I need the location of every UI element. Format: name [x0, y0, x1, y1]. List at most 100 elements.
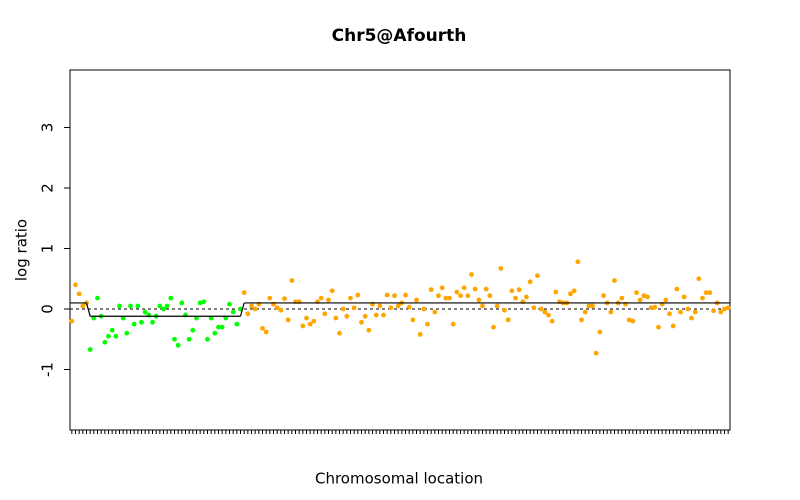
point: [102, 339, 108, 345]
point: [414, 297, 419, 303]
point: [150, 319, 155, 325]
point: [241, 290, 247, 296]
point: [436, 293, 441, 299]
point: [648, 305, 654, 311]
point: [219, 324, 225, 330]
point: [109, 327, 115, 333]
point: [348, 295, 353, 301]
point: [689, 315, 694, 321]
point: [212, 330, 218, 336]
point: [260, 325, 265, 331]
point: [205, 336, 210, 342]
point: [135, 303, 141, 309]
point: [322, 311, 328, 317]
point: [278, 307, 284, 313]
point: [582, 309, 588, 315]
point: [417, 332, 423, 337]
point: [469, 272, 474, 277]
point: [113, 333, 119, 339]
segment-join: [239, 302, 245, 317]
point: [498, 266, 504, 271]
point: [579, 317, 584, 323]
point: [476, 297, 482, 303]
point: [480, 303, 485, 309]
point: [355, 292, 361, 298]
point: [447, 295, 452, 301]
point: [696, 276, 702, 282]
point: [513, 295, 518, 301]
point: [538, 306, 544, 312]
point: [117, 303, 122, 309]
point: [333, 315, 339, 321]
point: [432, 309, 438, 315]
point: [535, 273, 540, 279]
plot-frame: [69, 69, 731, 431]
point: [234, 321, 240, 327]
point: [612, 278, 617, 283]
point: [454, 289, 460, 295]
point: [157, 303, 163, 309]
point: [329, 288, 335, 294]
point: [230, 309, 236, 315]
point: [663, 297, 669, 303]
point: [568, 291, 573, 297]
point: [626, 317, 632, 323]
y-tick-label: -1: [39, 362, 57, 377]
point: [179, 300, 185, 306]
point: [300, 323, 306, 329]
point: [667, 311, 672, 317]
point: [337, 330, 342, 336]
point: [711, 308, 716, 314]
point: [450, 321, 456, 327]
point: [201, 299, 207, 305]
point: [395, 303, 401, 309]
y-tick-label: 0: [39, 304, 57, 314]
point: [597, 329, 603, 335]
point: [491, 324, 496, 330]
point: [516, 287, 522, 293]
point: [95, 295, 100, 301]
point: [674, 286, 680, 292]
point: [656, 324, 661, 330]
point: [725, 305, 731, 311]
point: [494, 303, 500, 309]
point: [194, 315, 199, 321]
point: [249, 303, 254, 309]
point: [91, 315, 97, 321]
point: [124, 330, 130, 336]
point: [263, 329, 269, 335]
point: [142, 309, 148, 315]
point: [670, 323, 676, 329]
point: [304, 315, 309, 321]
point: [139, 319, 144, 325]
point: [359, 319, 364, 325]
point: [362, 313, 368, 319]
point: [120, 315, 126, 321]
point: [164, 303, 170, 309]
point: [619, 295, 625, 301]
chart-title: Chr5@Afourth: [332, 26, 467, 46]
point: [351, 305, 357, 311]
point: [472, 286, 478, 292]
point: [685, 306, 691, 312]
point: [175, 342, 181, 348]
point: [531, 305, 537, 311]
point: [439, 285, 445, 291]
point: [425, 321, 430, 327]
point: [487, 293, 493, 299]
x-axis-label: Chromosomal location: [315, 470, 483, 488]
point: [80, 303, 86, 309]
segment-join: [85, 302, 91, 317]
point: [373, 312, 379, 318]
point: [630, 318, 636, 324]
point: [216, 324, 221, 330]
point: [106, 333, 111, 339]
point: [282, 296, 287, 302]
point: [722, 306, 727, 312]
point: [208, 315, 214, 321]
point: [553, 289, 559, 295]
point: [403, 292, 408, 298]
point: [524, 294, 529, 300]
